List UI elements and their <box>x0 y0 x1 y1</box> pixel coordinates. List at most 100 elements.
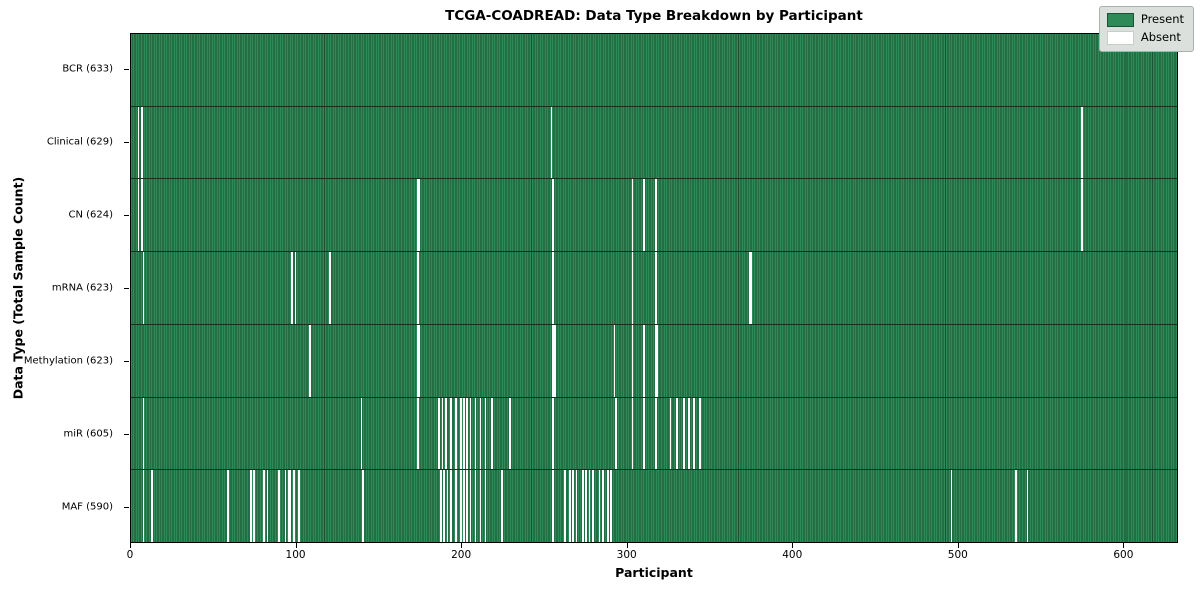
absent-stripe <box>552 324 555 397</box>
legend-item-present: Present <box>1106 12 1184 27</box>
absent-stripe <box>552 179 555 252</box>
row-band-mrna <box>131 251 1177 324</box>
absent-stripe <box>438 397 441 470</box>
x-tick-mark <box>130 543 131 548</box>
absent-stripe <box>291 252 293 324</box>
absent-stripe <box>469 470 472 543</box>
absent-stripe <box>1081 106 1083 179</box>
y-tick-mark <box>124 215 129 217</box>
y-tick-label-mrna: mRNA (623) <box>51 282 113 294</box>
y-tick-mark <box>124 360 129 362</box>
absent-stripe <box>692 397 695 470</box>
absent-stripe <box>606 470 609 543</box>
absent-stripe <box>563 470 566 543</box>
absent-stripe <box>643 179 645 252</box>
absent-stripe <box>226 470 229 543</box>
legend-label-absent: Absent <box>1140 30 1181 45</box>
absent-stripe <box>615 397 617 470</box>
absent-stripe <box>631 252 634 324</box>
absent-stripe <box>654 179 657 252</box>
absent-stripe <box>253 470 255 543</box>
absent-stripe <box>749 252 751 324</box>
absent-stripe <box>263 470 265 543</box>
y-tick-label-bcr: BCR (633) <box>62 63 113 75</box>
absent-stripe <box>598 470 601 543</box>
y-tick-label-methylation: Methylation (623) <box>23 355 113 367</box>
absent-stripe <box>592 470 594 543</box>
x-tick-mark <box>626 543 628 548</box>
absent-stripe <box>585 470 588 543</box>
absent-stripe <box>491 397 493 470</box>
row-band-mir <box>131 396 1177 470</box>
legend: Present Absent <box>1098 6 1194 52</box>
absent-swatch <box>1106 31 1134 45</box>
absent-stripe <box>140 106 143 179</box>
absent-stripe <box>479 397 482 470</box>
absent-stripe <box>446 470 449 543</box>
absent-stripe <box>550 106 553 179</box>
absent-stripe <box>444 397 447 470</box>
absent-stripe <box>572 470 574 543</box>
x-tick-label: 100 <box>285 549 306 561</box>
absent-stripe <box>292 470 295 543</box>
absent-stripe <box>142 252 145 324</box>
absent-stripe <box>613 324 616 397</box>
absent-stripe <box>289 470 292 543</box>
absent-stripe <box>601 470 604 543</box>
absent-stripe <box>142 470 145 543</box>
absent-stripe <box>416 397 419 470</box>
absent-stripe <box>575 470 578 543</box>
absent-stripe <box>474 470 477 543</box>
absent-stripe <box>297 470 300 543</box>
absent-stripe <box>501 470 503 543</box>
absent-stripe <box>509 397 512 470</box>
absent-stripe <box>459 470 462 543</box>
legend-label-present: Present <box>1140 12 1184 27</box>
y-tick-mark <box>124 433 129 435</box>
absent-stripe <box>329 252 331 324</box>
absent-stripe <box>687 397 690 470</box>
present-swatch <box>1106 13 1134 27</box>
row-band-methylation <box>131 323 1177 397</box>
x-tick-label: 400 <box>782 549 803 561</box>
x-tick-label: 0 <box>126 549 134 561</box>
absent-stripe <box>278 470 280 543</box>
absent-stripe <box>484 397 487 470</box>
absent-stripe <box>750 252 753 324</box>
x-tick-labels: 0 100 200 300 400 500 600 <box>126 549 1178 563</box>
absent-stripe <box>137 106 140 179</box>
absent-stripe <box>459 397 462 470</box>
absent-stripe <box>654 252 657 324</box>
absent-stripe <box>137 179 140 252</box>
y-tick-mark <box>124 288 129 289</box>
absent-stripe <box>362 470 365 543</box>
x-tick-mark <box>792 543 794 548</box>
x-tick-label: 600 <box>1113 549 1134 561</box>
row-band-clinical <box>131 105 1177 179</box>
x-tick-label: 200 <box>451 549 472 561</box>
absent-stripe <box>150 470 153 543</box>
absent-stripe <box>249 470 252 543</box>
absent-stripe <box>631 179 634 252</box>
x-tick-label: 300 <box>616 549 637 561</box>
absent-stripe <box>443 470 445 543</box>
absent-stripe <box>418 179 421 252</box>
row-band-bcr <box>131 34 1177 106</box>
absent-stripe <box>568 470 571 543</box>
y-tick-label-clinical: Clinical (629) <box>46 136 113 148</box>
absent-stripe <box>360 397 363 470</box>
y-tick-mark <box>124 142 129 144</box>
absent-stripe <box>484 470 487 543</box>
absent-stripe <box>631 397 634 470</box>
absent-stripe <box>643 324 645 397</box>
absent-stripe <box>588 470 591 543</box>
absent-stripe <box>284 470 287 543</box>
absent-stripe <box>287 470 290 543</box>
absent-stripe <box>676 397 678 470</box>
absent-stripe <box>479 470 482 543</box>
absent-stripe <box>1026 470 1029 543</box>
absent-stripe <box>416 324 419 397</box>
absent-stripe <box>654 324 657 397</box>
absent-stripe <box>418 324 421 397</box>
absent-stripe <box>1081 179 1083 252</box>
